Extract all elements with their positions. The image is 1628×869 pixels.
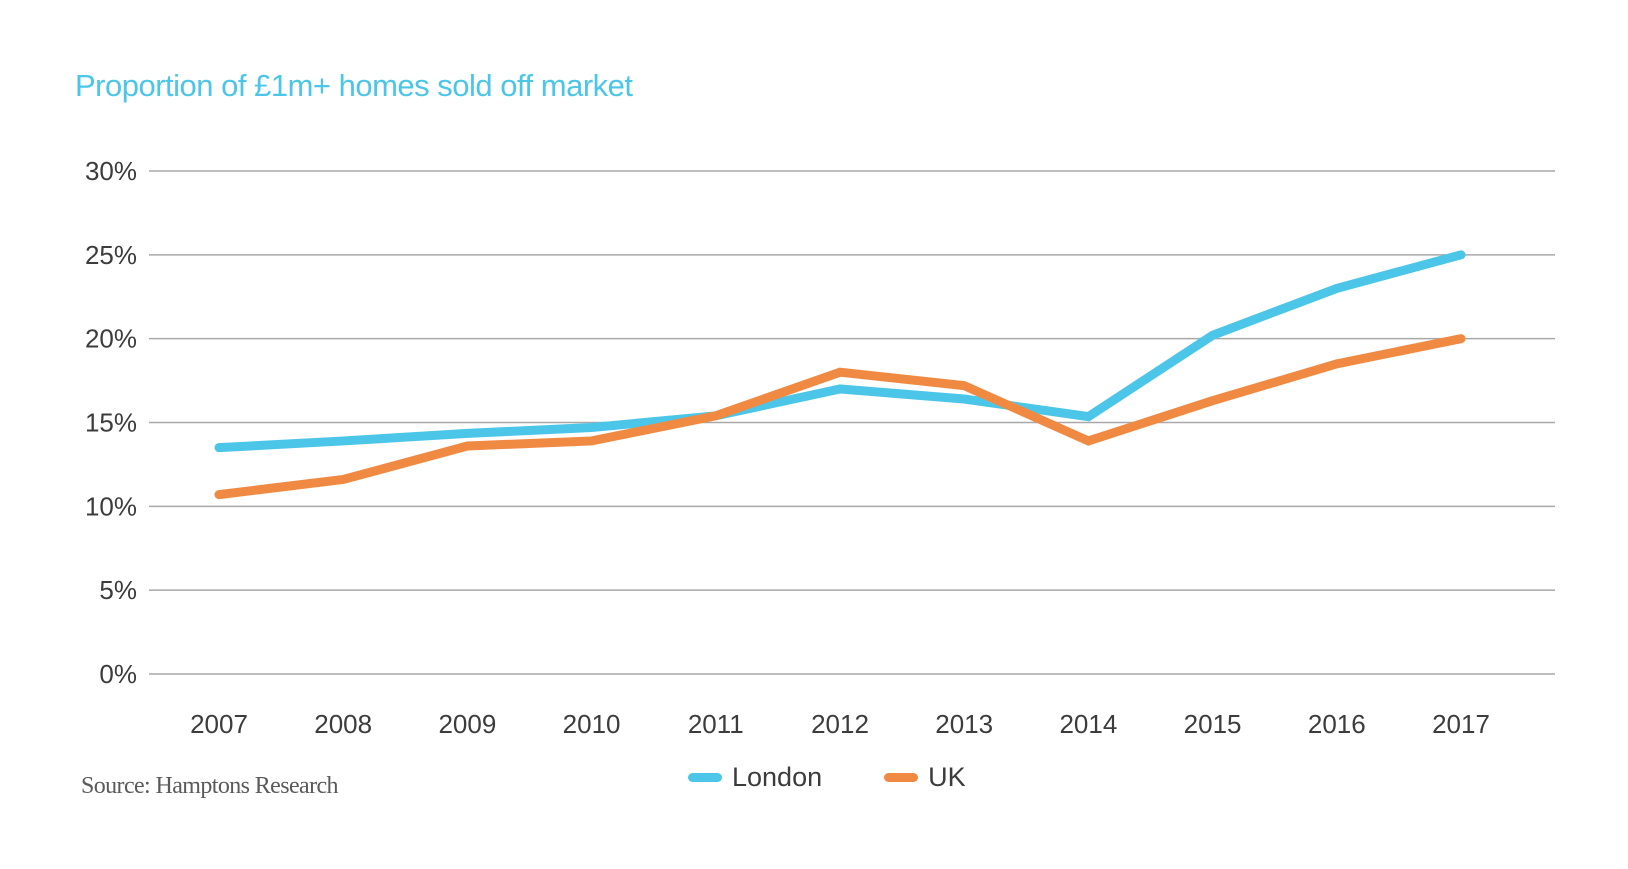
y-tick-label: 5% bbox=[99, 575, 137, 605]
y-tick-label: 0% bbox=[99, 659, 137, 689]
series-lines bbox=[214, 250, 1466, 500]
x-tick-label: 2011 bbox=[688, 709, 744, 739]
source-note: Source: Hamptons Research bbox=[81, 773, 339, 799]
x-tick-label: 2009 bbox=[438, 709, 496, 739]
legend-swatch-uk bbox=[884, 773, 919, 782]
x-tick-label: 2016 bbox=[1308, 709, 1366, 739]
legend-label-london: London bbox=[732, 762, 823, 792]
legend-swatch-london bbox=[688, 773, 722, 782]
x-tick-label: 2015 bbox=[1184, 709, 1242, 739]
legend: London UK bbox=[688, 762, 1028, 793]
x-tick-label: 2008 bbox=[314, 709, 372, 739]
y-tick-label: 30% bbox=[85, 156, 137, 186]
chart-title: Proportion of £1m+ homes sold off market bbox=[75, 68, 633, 103]
y-axis-ticks: 0% 5% 10% 15% 20% 25% 30% bbox=[85, 156, 137, 689]
y-tick-label: 25% bbox=[85, 240, 137, 270]
x-axis-ticks: 2007 2008 2009 2010 2011 2012 2013 2014 2015 2016… bbox=[190, 709, 1490, 739]
series-line-london bbox=[214, 250, 1466, 453]
x-tick-label: 2010 bbox=[563, 709, 621, 739]
y-tick-label: 20% bbox=[85, 324, 137, 354]
x-tick-label: 2007 bbox=[190, 709, 248, 739]
legend-label-uk: UK bbox=[928, 762, 966, 792]
y-tick-label: 10% bbox=[85, 491, 137, 521]
series-line-uk bbox=[214, 334, 1466, 500]
y-tick-label: 15% bbox=[85, 408, 137, 438]
gridlines bbox=[149, 170, 1555, 675]
x-tick-label: 2013 bbox=[935, 709, 993, 739]
legend-item-uk[interactable]: UK bbox=[884, 762, 966, 793]
x-tick-label: 2012 bbox=[811, 709, 869, 739]
x-tick-label: 2014 bbox=[1059, 709, 1117, 739]
x-tick-label: 2017 bbox=[1432, 709, 1490, 739]
legend-item-london[interactable]: London bbox=[688, 762, 822, 793]
